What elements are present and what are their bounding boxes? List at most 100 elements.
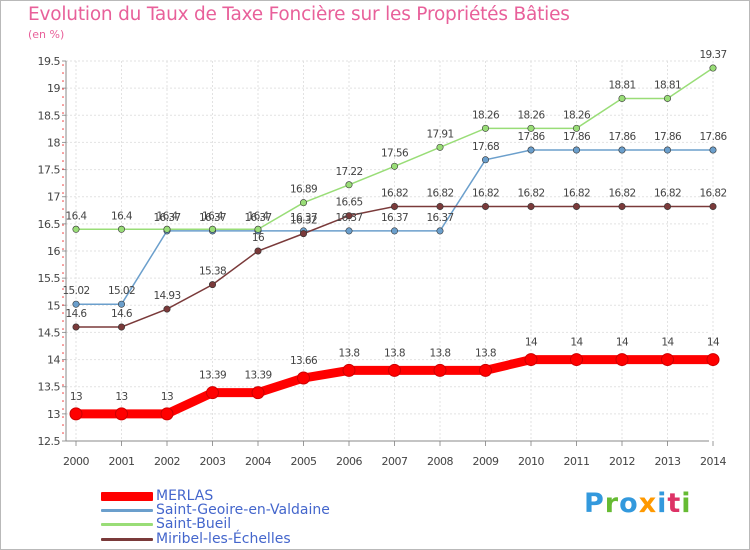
y-tick-label: 19.5 <box>38 55 61 68</box>
data-label-miribel: 16.82 <box>517 187 544 199</box>
y-axis-dot <box>62 288 64 290</box>
y-axis-dot <box>62 408 64 410</box>
y-axis-dot <box>62 80 64 82</box>
data-label-miribel: 16.32 <box>290 215 317 227</box>
data-point-merlas <box>706 353 720 367</box>
x-tick-label: 2008 <box>427 455 453 468</box>
data-label-saint-bueil: 18.26 <box>472 109 500 121</box>
y-axis-dot <box>62 304 64 306</box>
data-label-miribel: 16.82 <box>472 187 499 199</box>
y-axis-dot <box>62 96 64 98</box>
legend-item-merlas: MERLAS <box>101 487 213 505</box>
data-label-merlas: 14 <box>570 337 583 349</box>
data-label-saint-bueil: 18.26 <box>563 109 591 121</box>
data-label-saint-geoire: 15.02 <box>108 285 135 297</box>
data-label-merlas: 13 <box>70 391 82 403</box>
data-label-saint-geoire: 16.37 <box>381 212 408 224</box>
data-point-miribel <box>663 202 671 210</box>
data-point-saint-bueil <box>209 225 217 233</box>
y-axis-dot <box>62 120 64 122</box>
data-label-merlas: 13.39 <box>199 370 226 382</box>
data-point-saint-bueil <box>163 225 171 233</box>
data-point-miribel <box>72 323 80 331</box>
y-tick-label: 13.5 <box>38 381 61 394</box>
data-label-miribel: 15.38 <box>199 266 226 278</box>
logo-letter: i <box>681 488 692 519</box>
data-label-saint-bueil: 16.4 <box>66 210 88 222</box>
y-axis-dot <box>62 280 64 282</box>
y-axis-dot <box>62 360 64 362</box>
data-label-saint-geoire: 17.68 <box>472 141 499 153</box>
data-point-merlas <box>388 363 401 377</box>
y-tick-label: 14.5 <box>38 326 61 339</box>
data-point-saint-geoire <box>481 156 489 164</box>
data-label-saint-bueil: 16.4 <box>248 210 270 222</box>
data-label-miribel: 16.82 <box>654 187 681 199</box>
data-point-saint-geoire <box>345 227 353 235</box>
legend-swatch-miribel <box>101 537 153 541</box>
y-axis-dot <box>62 368 64 370</box>
data-label-saint-bueil: 17.91 <box>426 128 453 140</box>
y-axis-dot <box>62 184 64 186</box>
legend-swatch-saint-bueil <box>101 522 153 526</box>
y-axis-dot <box>62 160 64 162</box>
data-point-saint-geoire <box>527 146 535 154</box>
data-label-saint-geoire: 17.86 <box>517 131 545 143</box>
logo-letter: i <box>657 488 668 519</box>
data-label-saint-geoire: 16.37 <box>244 212 271 224</box>
data-point-miribel <box>299 230 307 238</box>
data-label-merlas: 13 <box>115 391 127 403</box>
data-point-saint-bueil <box>572 124 580 132</box>
data-label-miribel: 14.93 <box>153 290 180 302</box>
y-axis-dot <box>62 72 64 74</box>
y-axis-dot <box>62 376 64 378</box>
data-label-saint-bueil: 18.26 <box>517 109 545 121</box>
x-tick-label: 2009 <box>473 455 499 468</box>
x-tick-label: 2001 <box>109 455 135 468</box>
x-tick-label: 2007 <box>382 455 408 468</box>
y-tick-label: 12.5 <box>38 435 61 448</box>
data-label-miribel: 16.82 <box>563 187 590 199</box>
data-label-miribel: 16 <box>252 232 265 244</box>
y-tick-label: 15 <box>47 299 60 312</box>
proxiti-logo: Proxiti <box>584 488 692 519</box>
data-label-miribel: 16.82 <box>608 187 635 199</box>
y-axis-dot <box>62 152 64 154</box>
data-label-saint-geoire: 16.37 <box>335 212 362 224</box>
data-point-saint-geoire <box>618 146 626 154</box>
data-point-miribel <box>118 323 126 331</box>
legend-item-saint-geoire: Saint-Geoire-en-Valdaine <box>101 501 330 519</box>
data-point-merlas <box>661 353 674 367</box>
logo-letter: x <box>638 488 658 519</box>
data-label-saint-bueil: 16.89 <box>290 184 317 196</box>
x-tick-label: 2013 <box>655 455 681 468</box>
x-tick-label: 2006 <box>336 455 362 468</box>
y-axis-dot <box>62 392 64 394</box>
y-axis-dot <box>62 64 64 66</box>
chart-title: Evolution du Taux de Taxe Foncière sur l… <box>28 4 570 25</box>
data-point-saint-geoire <box>663 146 671 154</box>
y-axis-dot <box>62 312 64 314</box>
y-axis-dot <box>62 112 64 114</box>
x-tick-label: 2000 <box>63 455 89 468</box>
data-point-merlas <box>479 363 492 377</box>
y-axis-dot <box>62 136 64 138</box>
y-tick-label: 19 <box>47 82 60 95</box>
y-axis-dot <box>62 208 64 210</box>
y-tick-label: 18 <box>47 136 60 149</box>
y-tick-label: 16.5 <box>38 218 61 231</box>
y-axis-dot <box>62 248 64 250</box>
data-point-miribel <box>163 305 171 313</box>
y-axis-dot <box>62 200 64 202</box>
data-label-saint-bueil: 18.81 <box>654 79 681 91</box>
y-axis-dot <box>62 240 64 242</box>
data-point-saint-geoire <box>436 227 444 235</box>
y-axis-dot <box>62 384 64 386</box>
x-tick-label: 2010 <box>518 455 544 468</box>
y-axis-dot <box>62 168 64 170</box>
data-point-saint-bueil <box>390 162 398 170</box>
data-label-saint-bueil: 16.4 <box>157 210 179 222</box>
data-point-miribel <box>345 212 353 220</box>
y-axis-dot <box>62 176 64 178</box>
data-label-merlas: 13.39 <box>244 370 271 382</box>
